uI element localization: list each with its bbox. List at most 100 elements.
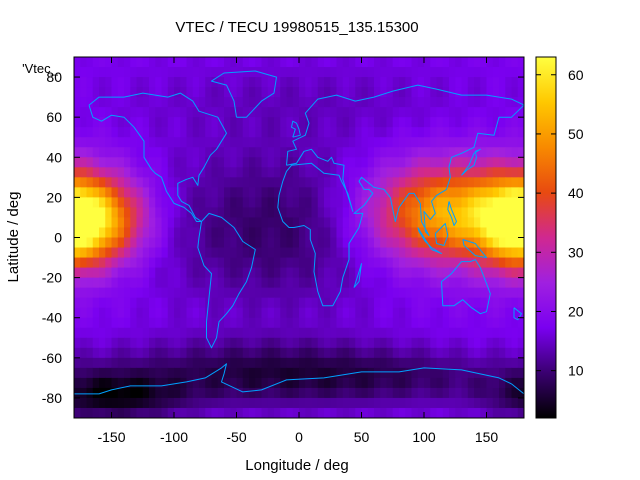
heatmap-cell bbox=[117, 97, 125, 108]
heatmap-cell bbox=[192, 397, 200, 409]
heatmap-cell bbox=[367, 247, 375, 259]
heatmap-cell bbox=[361, 387, 369, 399]
heatmap-cell bbox=[461, 127, 469, 138]
heatmap-cell bbox=[142, 197, 150, 209]
heatmap-cell bbox=[455, 57, 463, 68]
heatmap-cell bbox=[136, 347, 144, 359]
heatmap-cell bbox=[380, 227, 388, 239]
heatmap-cell bbox=[499, 327, 506, 339]
heatmap-cell bbox=[255, 97, 263, 108]
heatmap-cell bbox=[192, 167, 200, 178]
heatmap-cell bbox=[92, 367, 100, 379]
heatmap-cell bbox=[280, 277, 288, 289]
heatmap-cell bbox=[261, 57, 269, 68]
heatmap-cell bbox=[467, 87, 475, 98]
heatmap-cell bbox=[292, 177, 300, 188]
heatmap-cell bbox=[211, 297, 219, 309]
heatmap-cell bbox=[499, 67, 506, 78]
heatmap-cell bbox=[199, 237, 206, 249]
heatmap-cell bbox=[142, 237, 150, 249]
heatmap-cell bbox=[455, 247, 463, 259]
heatmap-cell bbox=[236, 397, 244, 409]
heatmap-cell bbox=[92, 207, 100, 219]
heatmap-cell bbox=[74, 397, 81, 409]
heatmap-cell bbox=[105, 357, 113, 369]
heatmap-cell bbox=[136, 307, 144, 319]
heatmap-cell bbox=[392, 137, 400, 148]
heatmap-cell bbox=[386, 327, 394, 339]
heatmap-cell bbox=[411, 407, 419, 418]
heatmap-cell bbox=[217, 317, 225, 329]
colorbar-tick-label: 60 bbox=[568, 67, 584, 83]
heatmap-cell bbox=[117, 377, 125, 389]
heatmap-cell bbox=[186, 77, 194, 88]
heatmap-cell bbox=[299, 147, 306, 158]
heatmap-cell bbox=[205, 217, 213, 229]
heatmap-cell bbox=[205, 367, 213, 379]
heatmap-cell bbox=[311, 177, 319, 188]
heatmap-cell bbox=[299, 277, 306, 289]
heatmap-cell bbox=[405, 217, 413, 229]
heatmap-cell bbox=[105, 387, 113, 399]
heatmap-cell bbox=[155, 127, 163, 138]
heatmap-cell bbox=[399, 287, 406, 299]
heatmap-cell bbox=[180, 367, 188, 379]
heatmap-cell bbox=[99, 297, 106, 309]
heatmap-cell bbox=[436, 97, 444, 108]
heatmap-cell bbox=[80, 167, 88, 178]
heatmap-cell bbox=[74, 357, 81, 369]
heatmap-cell bbox=[330, 227, 338, 239]
heatmap-cell bbox=[117, 357, 125, 369]
heatmap-cell bbox=[255, 157, 263, 168]
heatmap-cell bbox=[167, 197, 175, 209]
heatmap-cell bbox=[361, 327, 369, 339]
heatmap-cell bbox=[186, 157, 194, 168]
heatmap-cell bbox=[105, 227, 113, 239]
heatmap-cell bbox=[355, 387, 363, 399]
heatmap-cell bbox=[499, 227, 506, 239]
heatmap-cell bbox=[111, 297, 119, 309]
heatmap-cell bbox=[480, 247, 488, 259]
heatmap-cell bbox=[311, 127, 319, 138]
heatmap-cell bbox=[236, 367, 244, 379]
heatmap-cell bbox=[80, 277, 88, 289]
heatmap-cell bbox=[274, 237, 281, 249]
heatmap-cell bbox=[405, 357, 413, 369]
heatmap-cell bbox=[461, 67, 469, 78]
colorbar-tick-label: 40 bbox=[568, 185, 584, 201]
heatmap-cell bbox=[405, 237, 413, 249]
coastline-south-america bbox=[197, 212, 256, 349]
heatmap-cell bbox=[317, 77, 325, 88]
heatmap-cell bbox=[399, 107, 406, 118]
heatmap-cell bbox=[436, 257, 444, 269]
heatmap-cell bbox=[124, 287, 131, 299]
heatmap-cell bbox=[80, 127, 88, 138]
heatmap-cell bbox=[274, 277, 281, 289]
heatmap-cell bbox=[130, 287, 138, 299]
heatmap-cell bbox=[461, 187, 469, 198]
heatmap-cell bbox=[455, 137, 463, 148]
heatmap-cell bbox=[192, 87, 200, 98]
heatmap-cell bbox=[355, 117, 363, 128]
heatmap-cell bbox=[474, 127, 481, 138]
heatmap-cell bbox=[511, 307, 519, 319]
heatmap-cell bbox=[436, 67, 444, 78]
heatmap-cell bbox=[424, 307, 431, 319]
heatmap-cell bbox=[255, 117, 263, 128]
heatmap-cell bbox=[386, 107, 394, 118]
heatmap-cell bbox=[124, 127, 131, 138]
heatmap-cell bbox=[117, 367, 125, 379]
heatmap-cell bbox=[186, 287, 194, 299]
heatmap-cell bbox=[280, 267, 288, 279]
heatmap-cell bbox=[474, 67, 481, 78]
heatmap-cell bbox=[86, 77, 94, 88]
heatmap-cell bbox=[149, 57, 156, 68]
heatmap-cell bbox=[267, 317, 275, 329]
heatmap-cell bbox=[105, 347, 113, 359]
heatmap-cell bbox=[292, 147, 300, 158]
heatmap-cell bbox=[499, 177, 506, 188]
heatmap-cell bbox=[305, 377, 313, 389]
heatmap-cell bbox=[511, 387, 519, 399]
heatmap-cell bbox=[267, 257, 275, 269]
heatmap-cell bbox=[167, 257, 175, 269]
